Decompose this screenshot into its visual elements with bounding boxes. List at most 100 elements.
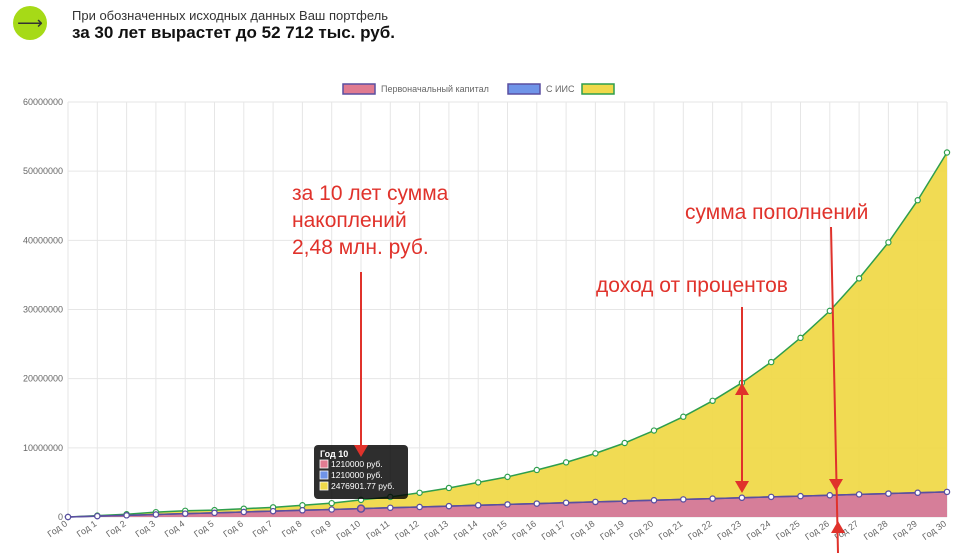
data-point [826,307,834,315]
x-tick-label: Год 26 [803,518,831,542]
x-tick-label: Год 19 [598,518,626,542]
legend-swatch [507,83,541,95]
y-tick-label: 60000000 [23,97,63,107]
data-point [855,491,863,498]
data-point [885,239,892,246]
annotation-interest: доход от процентов [596,274,788,297]
y-tick-label: 0 [58,512,63,522]
annotation-arrowhead [831,521,845,533]
x-tick-label: Год 6 [221,518,245,539]
x-tick-label: Год 5 [192,518,216,539]
x-tick-label: Год 0 [46,518,70,539]
annotation-ten-years: 2,48 млн. руб. [292,236,429,259]
tooltip-value: 1210000 руб. [331,459,383,469]
data-point [387,504,394,511]
x-tick-label: Год 13 [422,518,450,542]
x-tick-label: Год 18 [569,518,597,542]
data-point [621,497,628,505]
data-point [650,427,658,434]
portfolio-header: ⟶ При обозначенных исходных данных Ваш п… [0,0,965,60]
data-point [445,484,453,492]
annotation-ten-years: накоплений [292,209,407,232]
data-point [797,334,804,342]
annotation-arrow [830,226,839,554]
legend-label: С ИИС [546,84,575,94]
x-tick-label: Год 4 [163,518,187,539]
data-point [152,511,160,518]
x-tick-label: Год 24 [745,518,773,542]
data-point [592,450,599,457]
data-point [299,502,306,509]
tooltip-swatch [319,481,329,491]
data-point [826,492,834,499]
legend-swatch [342,83,376,95]
data-point [709,397,716,404]
data-point [240,508,247,516]
x-tick-label: Год 12 [393,518,421,542]
data-point [680,496,687,503]
data-point [768,358,775,366]
data-point [533,466,541,474]
annotation-arrowhead [354,445,368,457]
arrow-right-icon[interactable]: ⟶ [13,6,47,40]
x-tick-label: Год 1 [75,518,99,539]
data-point [504,473,511,481]
annotation-arrowhead [735,383,749,395]
data-point [181,510,189,517]
tooltip-value: 1210000 руб. [331,470,383,480]
x-tick-label: Год 23 [715,518,743,542]
data-point [299,507,306,514]
data-point [592,498,599,506]
data-point [768,493,775,501]
data-point [416,503,423,511]
data-point [269,507,277,515]
x-tick-label: Год 17 [540,518,568,542]
data-point [855,275,863,282]
data-point [94,512,101,520]
data-point [943,488,951,496]
data-point [211,509,218,517]
data-point [914,489,921,496]
x-tick-label: Год 2 [104,518,128,539]
x-tick-label: Год 16 [510,518,538,542]
data-point [533,500,541,507]
y-tick-label: 30000000 [23,305,63,315]
data-point [475,502,482,509]
data-point [123,512,130,519]
data-point [475,479,482,486]
data-point [621,439,628,447]
data-point [445,502,453,510]
x-tick-label: Год 15 [481,518,509,542]
data-point [709,495,716,502]
data-point [504,501,511,508]
x-tick-label: Год 11 [364,518,391,541]
data-point [328,506,335,513]
series-area-2 [68,152,947,517]
tooltip-value: 2476901.77 руб. [331,481,394,491]
annotation-arrowhead [829,479,843,491]
data-point [797,492,804,500]
x-tick-label: Год 9 [309,518,333,539]
x-tick-label: Год 7 [251,518,275,539]
tooltip-title: Год 10 [320,449,348,459]
annotation-ten-years: за 10 лет сумма [292,182,449,205]
highlight-point [356,504,366,513]
x-tick-label: Год 29 [891,518,919,542]
tooltip-swatch [319,470,329,480]
x-tick-label: Год 20 [627,518,655,542]
data-point [562,459,570,466]
x-tick-label: Год 21 [657,518,685,542]
y-tick-label: 40000000 [23,235,63,245]
x-tick-label: Год 28 [862,518,890,542]
annotation-contributions: сумма пополнений [685,201,868,224]
annotation-arrowhead [735,481,749,493]
data-point [64,513,72,521]
legend-label: Первоначальный капитал [381,84,489,94]
portfolio-growth-chart: 0 10000000 20000000 30000000 40000000 5000000… [23,83,951,554]
x-tick-label: Год 8 [280,518,304,539]
header-title: за 30 лет вырастет до 52 712 тыс. руб. [72,23,395,42]
data-point [738,494,746,501]
x-tick-label: Год 25 [774,518,802,542]
header-subtitle: При обозначенных исходных данных Ваш пор… [72,8,388,23]
x-tick-label: Год 22 [686,518,714,542]
